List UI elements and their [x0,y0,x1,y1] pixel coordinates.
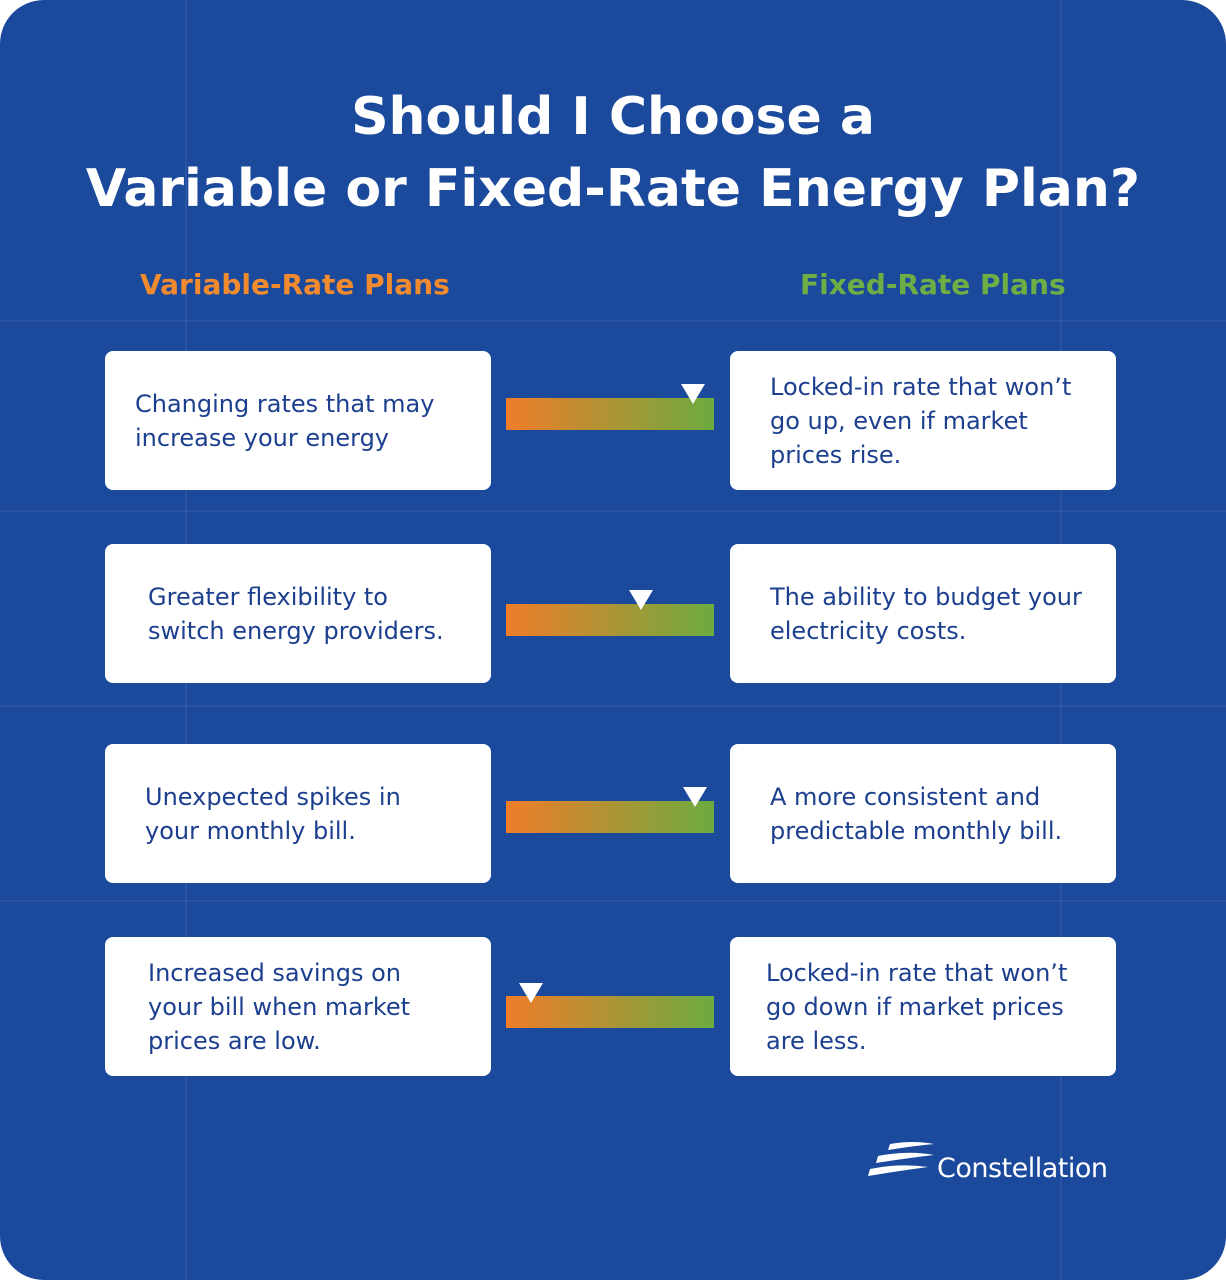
marker [519,983,543,1003]
left-card: Changing rates that may increase your en… [105,351,491,490]
marker [683,787,707,807]
card-text: Increased savings on your bill when mark… [148,958,411,1055]
title-line: Should I Choose a [351,87,875,147]
card-text: The ability to budget your electricity c… [770,582,1082,645]
marker [681,384,705,404]
right-card: Locked-in rate that won’t go up, even if… [730,351,1116,490]
card-text: Locked-in rate that won’t go down if mar… [766,958,1068,1055]
right-card: Locked-in rate that won’t go down if mar… [730,937,1116,1076]
left-card: Greater flexibility to switch energy pro… [105,544,491,683]
right-card: The ability to budget your electricity c… [730,544,1116,683]
marker [629,590,653,610]
title-line: Variable or Fixed-Rate Energy Plan? [85,159,1141,219]
logo-icon [868,1142,934,1176]
logo-text: Constellation [937,1153,1108,1184]
card-text: A more consistent and predictable monthl… [770,782,1063,845]
rate-bar [506,801,714,833]
card-text: Greater flexibility to switch energy pro… [148,582,444,645]
grid-line [0,900,1226,902]
left-card: Increased savings on your bill when mark… [105,937,491,1076]
grid-line [0,320,1226,322]
card-text: Changing rates that may increase your en… [135,389,435,452]
grid-line [0,510,1226,512]
card-text: Unexpected spikes in your monthly bill. [145,782,401,845]
grid-line [0,705,1226,707]
column-header: Variable-Rate Plans [140,268,450,301]
rate-bar [506,604,714,636]
left-card: Unexpected spikes in your monthly bill. [105,744,491,883]
rate-bar [506,398,714,430]
card-text: Locked-in rate that won’t go up, even if… [770,372,1072,469]
right-card: A more consistent and predictable monthl… [730,744,1116,883]
column-header: Fixed-Rate Plans [800,268,1066,301]
